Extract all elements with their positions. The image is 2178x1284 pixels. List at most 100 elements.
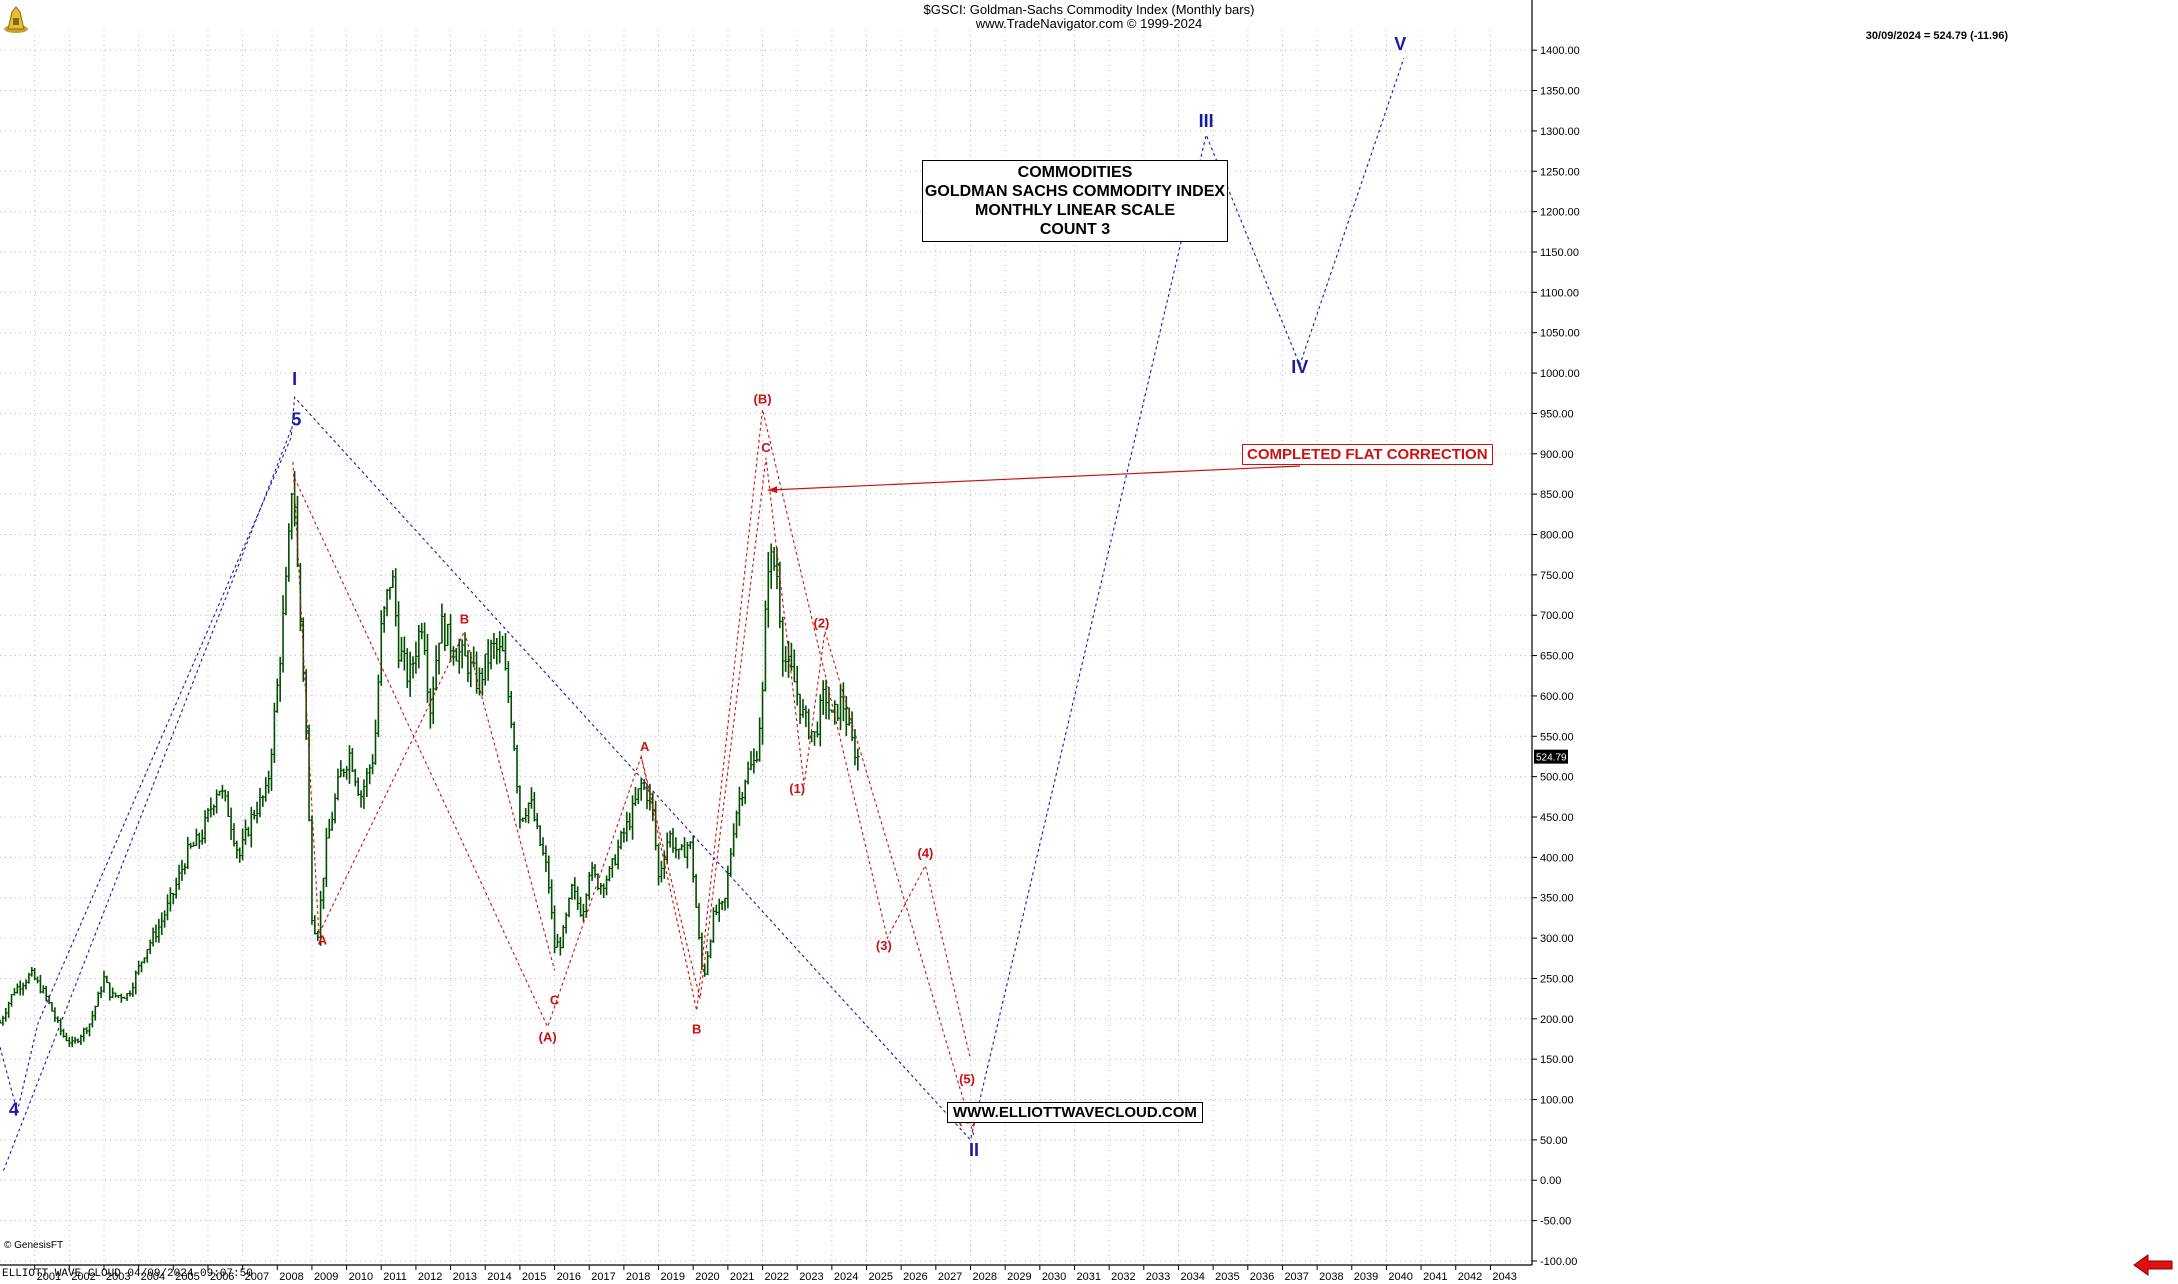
wave-label: IV [1291,357,1308,377]
wave-path-blue [0,58,1405,1142]
x-tick-label: 2005 [175,1271,199,1283]
wave-label: A [640,739,650,754]
x-tick-label: 2027 [938,1271,962,1283]
x-tick-label: 2016 [557,1271,581,1283]
wave-label: (5) [959,1071,975,1086]
y-tick-label: 1250.00 [1540,166,1580,178]
footer-stamp: ELLIOTT WAVE CLOUD 04/09/2024 09:07:50 [2,1268,253,1280]
x-tick-label: 2041 [1423,1271,1447,1283]
y-tick-label: 200.00 [1540,1014,1574,1026]
wave-label: (3) [876,938,892,953]
y-tick-label: 1050.00 [1540,328,1580,340]
x-tick-label: 2024 [834,1271,858,1283]
last-price-label: 524.79 [1536,753,1567,764]
info-line-3: MONTHLY LINEAR SCALE [974,202,1175,219]
back-arrow-icon[interactable] [2132,1253,2174,1282]
x-tick-label: 2039 [1354,1271,1378,1283]
info-line-2: GOLDMAN SACHS COMMODITY INDEX [924,183,1226,200]
x-tick-label: 2014 [487,1271,511,1283]
wave-label: (B) [754,392,772,407]
y-tick-label: 1150.00 [1540,247,1579,259]
y-tick-label: 400.00 [1540,852,1574,864]
callout-arrow-head [767,486,778,494]
y-tick-label: 1400.00 [1540,45,1580,57]
y-tick-label: 50.00 [1540,1135,1568,1147]
x-tick-label: 2008 [279,1271,303,1283]
y-tick-label: 1350.00 [1540,86,1580,98]
y-tick-label: 1000.00 [1540,368,1580,380]
x-tick-label: 2009 [314,1271,338,1283]
tradenavigator-logo [2,4,30,34]
y-tick-label: 650.00 [1540,651,1574,663]
x-tick-label: 2038 [1319,1271,1343,1283]
y-tick-label: 150.00 [1540,1054,1574,1066]
x-tick-label: 2036 [1250,1271,1274,1283]
x-tick-label: 2032 [1111,1271,1135,1283]
y-tick-label: 800.00 [1540,529,1574,541]
wave-label: C [550,992,560,1007]
chart-subtitle: www.TradeNavigator.com © 1999-2024 [975,16,1203,31]
x-tick-label: 2021 [730,1271,754,1283]
wave-label: I [292,369,297,389]
x-tick-label: 2011 [383,1271,407,1283]
y-tick-label: 250.00 [1540,973,1574,985]
wave-label: C [761,440,771,455]
x-tick-label: 2035 [1215,1271,1239,1283]
info-line-1: COMMODITIES [1017,164,1133,181]
x-tick-label: 2019 [661,1271,685,1283]
info-box: COMMODITIES GOLDMAN SACHS COMMODITY INDE… [922,160,1228,242]
x-tick-label: 2004 [141,1271,165,1283]
x-tick-label: 2022 [765,1271,789,1283]
x-tick-label: 2025 [869,1271,893,1283]
wave-path-red [292,461,556,971]
x-tick-label: 2006 [210,1271,234,1283]
y-tick-label: -50.00 [1540,1216,1571,1228]
y-tick-label: 850.00 [1540,489,1574,501]
y-tick-label: 300.00 [1540,933,1574,945]
x-tick-label: 2018 [626,1271,650,1283]
data-source: © GenesisFT [4,1240,64,1251]
wave-path-blue [2,429,292,1171]
last-value-info: 30/09/2024 = 524.79 (-11.96) [1865,30,2008,42]
wave-label: 5 [291,410,301,430]
x-tick-label: 2026 [903,1271,927,1283]
wave-label: V [1394,34,1406,54]
y-tick-label: 0.00 [1540,1175,1561,1187]
y-tick-label: 750.00 [1540,570,1574,582]
wave-path-red [294,409,972,1060]
y-tick-label: 350.00 [1540,893,1574,905]
last-price-tag [1534,749,1568,764]
x-tick-label: 2029 [1007,1271,1031,1283]
x-tick-label: 2003 [106,1271,130,1283]
x-tick-label: 2028 [972,1271,996,1283]
y-tick-label: 900.00 [1540,449,1574,461]
wave-label: III [1199,111,1214,131]
wave-label: B [460,611,469,626]
y-tick-label: 100.00 [1540,1095,1574,1107]
y-tick-label: 450.00 [1540,812,1574,824]
y-tick-label: 500.00 [1540,772,1574,784]
wave-label: (2) [814,615,830,630]
y-tick-label: -100.00 [1540,1256,1577,1268]
x-tick-label: 2015 [522,1271,546,1283]
wave-label: (A) [539,1029,557,1044]
x-tick-label: 2001 [37,1271,61,1283]
wave-label: B [692,1021,701,1036]
x-tick-label: 2031 [1076,1271,1100,1283]
x-tick-label: 2030 [1042,1271,1066,1283]
info-line-4: COUNT 3 [1039,221,1111,238]
x-tick-label: 2033 [1146,1271,1170,1283]
y-tick-label: 600.00 [1540,691,1574,703]
x-tick-label: 2023 [799,1271,823,1283]
y-tick-label: 550.00 [1540,731,1574,743]
callout-arrow [767,465,1301,491]
wave-label: 4 [9,1100,19,1120]
x-tick-label: 2043 [1492,1271,1516,1283]
wave-label: (4) [917,845,933,860]
x-tick-label: 2037 [1284,1271,1308,1283]
x-tick-label: 2034 [1180,1271,1204,1283]
flat-correction-callout: COMPLETED FLAT CORRECTION [1242,444,1493,465]
y-tick-label: 700.00 [1540,610,1574,622]
x-tick-label: 2002 [71,1271,95,1283]
